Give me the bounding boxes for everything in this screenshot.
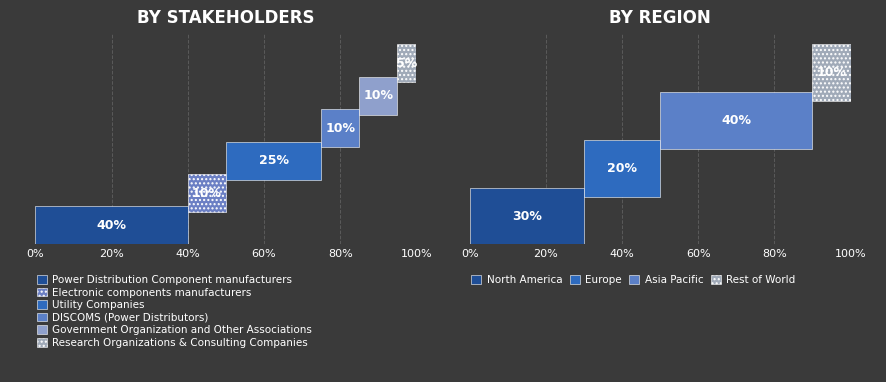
Bar [359,77,397,115]
Bar [188,174,226,212]
Text: 40%: 40% [97,219,127,232]
Text: 5%: 5% [396,57,417,70]
Text: 10%: 10% [192,186,222,199]
Bar [397,44,416,83]
Text: 25%: 25% [259,154,289,167]
Text: 20%: 20% [607,162,637,175]
Bar [584,140,660,197]
Text: 10%: 10% [325,122,355,135]
Bar [35,206,188,244]
Bar [226,142,321,180]
Bar [812,44,851,101]
Title: BY REGION: BY REGION [610,9,711,27]
Legend: Power Distribution Component manufacturers, Electronic components manufacturers,: Power Distribution Component manufacture… [37,275,313,348]
Bar [660,92,812,149]
Text: 10%: 10% [363,89,393,102]
Legend: North America, Europe, Asia Pacific, Rest of World: North America, Europe, Asia Pacific, Res… [471,275,796,285]
Text: 10%: 10% [817,66,846,79]
Bar [470,188,584,244]
Text: 30%: 30% [512,210,541,223]
Title: BY STAKEHOLDERS: BY STAKEHOLDERS [137,9,315,27]
Text: 40%: 40% [721,114,751,127]
Bar [321,109,359,147]
